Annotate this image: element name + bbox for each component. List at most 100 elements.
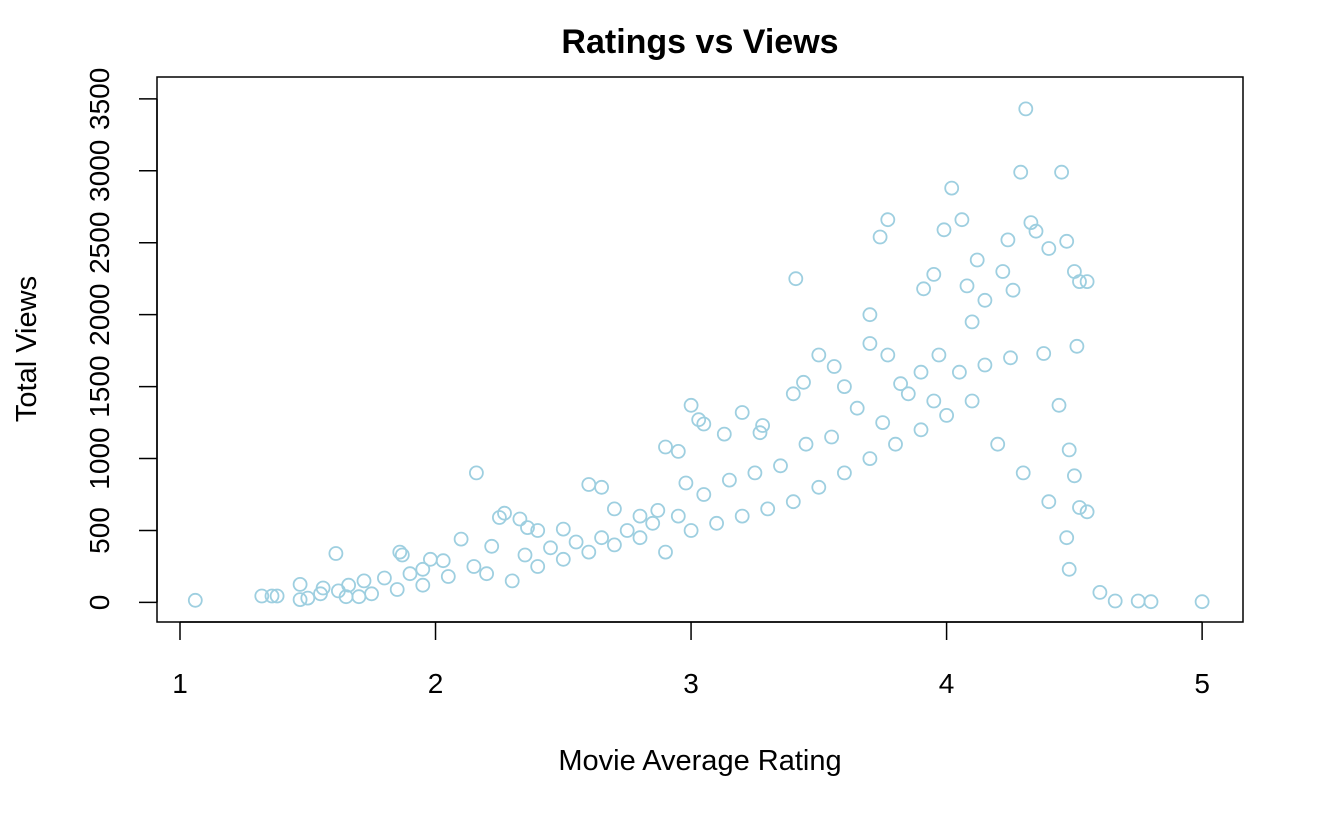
data-point (491, 510, 507, 525)
data-point (435, 553, 451, 569)
y-tick-label: 3000 (84, 140, 115, 202)
data-point (722, 472, 737, 488)
data-point (504, 573, 520, 589)
data-point (315, 580, 331, 596)
data-point (658, 544, 673, 560)
x-tick-label: 2 (428, 668, 444, 699)
y-tick-label: 3500 (84, 68, 115, 130)
data-point (1130, 593, 1146, 609)
data-point (341, 577, 357, 593)
data-point (862, 336, 878, 351)
data-point (716, 426, 732, 442)
x-tick-label: 4 (939, 668, 955, 699)
data-point (959, 278, 975, 294)
data-point (849, 400, 865, 416)
data-point (837, 465, 852, 481)
data-point (581, 544, 597, 560)
data-point (1018, 101, 1034, 117)
data-point (497, 505, 512, 521)
data-point (811, 347, 827, 363)
data-point (734, 405, 750, 420)
data-point (658, 439, 673, 455)
data-point (389, 582, 405, 597)
y-tick-label: 500 (84, 507, 115, 554)
x-tick-label: 3 (683, 668, 699, 699)
data-point (990, 436, 1006, 452)
data-point (788, 271, 804, 287)
data-point (402, 566, 418, 582)
x-axis-label: Movie Average Rating (558, 745, 841, 777)
data-point (392, 544, 408, 560)
data-point (900, 386, 916, 402)
data-point (269, 588, 285, 604)
data-point (453, 531, 469, 547)
data-point (1036, 346, 1052, 361)
data-point (893, 376, 908, 392)
x-tick-label: 1 (172, 668, 188, 699)
data-point (969, 252, 985, 268)
data-point (530, 523, 546, 538)
data-point (696, 416, 712, 432)
data-point (512, 511, 528, 527)
data-point (187, 592, 203, 608)
data-point (995, 264, 1011, 279)
data-point (796, 374, 811, 390)
data-point (785, 386, 801, 402)
data-point (300, 590, 316, 606)
data-point (415, 577, 431, 593)
data-point (670, 508, 686, 524)
data-point (1061, 442, 1077, 458)
data-point (691, 412, 707, 428)
data-point (254, 588, 270, 604)
y-axis: 0 500 1000 1500 2000 2500 3000 3500 (84, 68, 158, 610)
data-point (356, 573, 372, 589)
data-point (415, 561, 431, 577)
data-point (926, 266, 942, 282)
data-point (568, 534, 584, 550)
data-point (1072, 500, 1087, 515)
data-point (964, 314, 980, 330)
data-point (824, 429, 839, 445)
data-point (880, 212, 896, 228)
data-point (292, 577, 308, 592)
data-point (880, 347, 896, 363)
data-point (798, 436, 814, 452)
y-tick-label: 2000 (84, 284, 115, 346)
data-point (936, 222, 952, 238)
data-point (931, 347, 947, 363)
data-point (954, 212, 970, 228)
data-point (1079, 504, 1095, 520)
data-point (1067, 264, 1082, 279)
data-point (1107, 593, 1123, 609)
data-point (1143, 594, 1159, 610)
data-point (811, 479, 827, 495)
data-point (916, 281, 931, 297)
data-point (1054, 164, 1069, 180)
data-point (747, 465, 763, 481)
data-point (709, 515, 724, 531)
plot-frame (156, 76, 1244, 623)
data-point (1013, 164, 1029, 180)
data-point (292, 592, 308, 607)
data-point (837, 379, 852, 395)
data-point (755, 418, 770, 433)
data-point (440, 569, 456, 584)
data-point (977, 357, 993, 373)
data-point (773, 458, 788, 474)
data-point (826, 359, 842, 374)
data-point (1194, 594, 1210, 610)
data-point (1067, 468, 1082, 484)
data-point (264, 588, 280, 604)
data-point (1079, 274, 1095, 290)
data-point (619, 523, 635, 538)
data-point (1069, 338, 1085, 354)
data-point (594, 530, 609, 546)
data-point (678, 475, 694, 491)
data-point (670, 443, 686, 459)
y-tick-label: 2500 (84, 212, 115, 274)
data-point (964, 393, 980, 409)
data-point (862, 307, 878, 323)
data-point (785, 494, 801, 510)
y-tick-label: 1000 (84, 427, 115, 489)
x-axis: 1 2 3 4 5 (172, 621, 1210, 699)
